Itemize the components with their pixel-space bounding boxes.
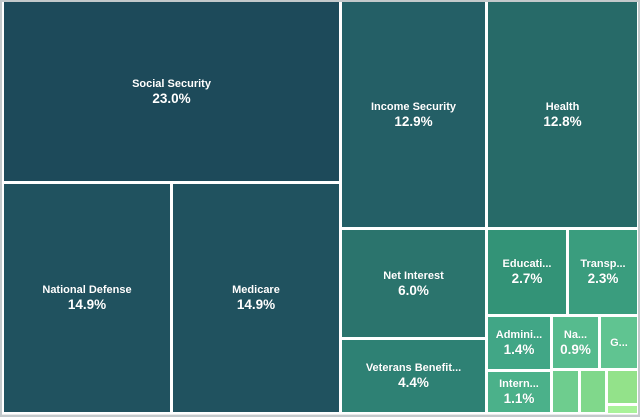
treemap-cell-international[interactable]: Intern... 1.1%: [488, 372, 550, 412]
cell-value: 1.1%: [503, 391, 535, 406]
cell-label: Health: [545, 100, 580, 113]
treemap-cell-income-security[interactable]: Income Security 12.9%: [342, 2, 485, 227]
cell-label: National Defense: [42, 284, 132, 296]
treemap-cell-g[interactable]: G...: [601, 317, 637, 368]
treemap-cell-unlabeled-3[interactable]: [608, 371, 637, 403]
cell-value: 14.9%: [67, 297, 107, 312]
cell-label: Transp...: [580, 258, 626, 270]
cell-value: 2.7%: [511, 271, 543, 286]
cell-label: Medicare: [232, 284, 280, 296]
cell-label: Net Interest: [383, 269, 444, 282]
treemap-cell-medicare[interactable]: Medicare 14.9%: [173, 184, 339, 412]
treemap-cell-administration[interactable]: Admini... 1.4%: [488, 317, 550, 369]
cell-label: Social Security: [132, 77, 211, 90]
cell-value: 12.9%: [394, 113, 433, 129]
cell-value: 12.8%: [543, 113, 582, 129]
cell-value: 0.9%: [560, 341, 591, 357]
cell-label: Na...: [563, 328, 588, 341]
cell-value: 1.4%: [503, 342, 535, 357]
cell-label: Income Security: [371, 100, 456, 113]
treemap-cell-education[interactable]: Educati... 2.7%: [488, 230, 566, 314]
treemap-cell-health[interactable]: Health 12.8%: [488, 2, 637, 227]
treemap-cell-transportation[interactable]: Transp... 2.3%: [569, 230, 637, 314]
cell-value: 14.9%: [236, 297, 276, 312]
treemap-cell-unlabeled-2[interactable]: [581, 371, 605, 412]
treemap-cell-unlabeled-4[interactable]: [608, 406, 637, 413]
treemap-cell-social-security[interactable]: Social Security 23.0%: [4, 2, 339, 181]
cell-label: G...: [610, 336, 628, 349]
cell-value: 6.0%: [398, 282, 429, 298]
cell-label: Intern...: [499, 378, 539, 390]
treemap-cell-national-defense[interactable]: National Defense 14.9%: [4, 184, 170, 412]
cell-value: 4.4%: [398, 375, 429, 390]
treemap-cell-na[interactable]: Na... 0.9%: [553, 317, 598, 368]
treemap-cell-unlabeled-1[interactable]: [553, 371, 578, 412]
treemap-cell-net-interest[interactable]: Net Interest 6.0%: [342, 230, 485, 337]
cell-value: 2.3%: [587, 271, 619, 286]
cell-label: Educati...: [502, 258, 552, 270]
treemap-cell-veterans-benefits[interactable]: Veterans Benefit... 4.4%: [342, 340, 485, 412]
cell-label: Admini...: [495, 329, 543, 341]
cell-value: 23.0%: [152, 90, 191, 106]
cell-label: Veterans Benefit...: [365, 362, 462, 374]
